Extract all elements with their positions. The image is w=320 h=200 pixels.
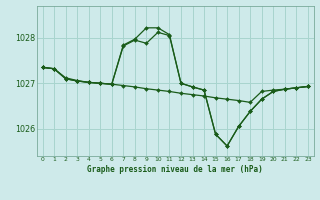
X-axis label: Graphe pression niveau de la mer (hPa): Graphe pression niveau de la mer (hPa)	[87, 165, 263, 174]
